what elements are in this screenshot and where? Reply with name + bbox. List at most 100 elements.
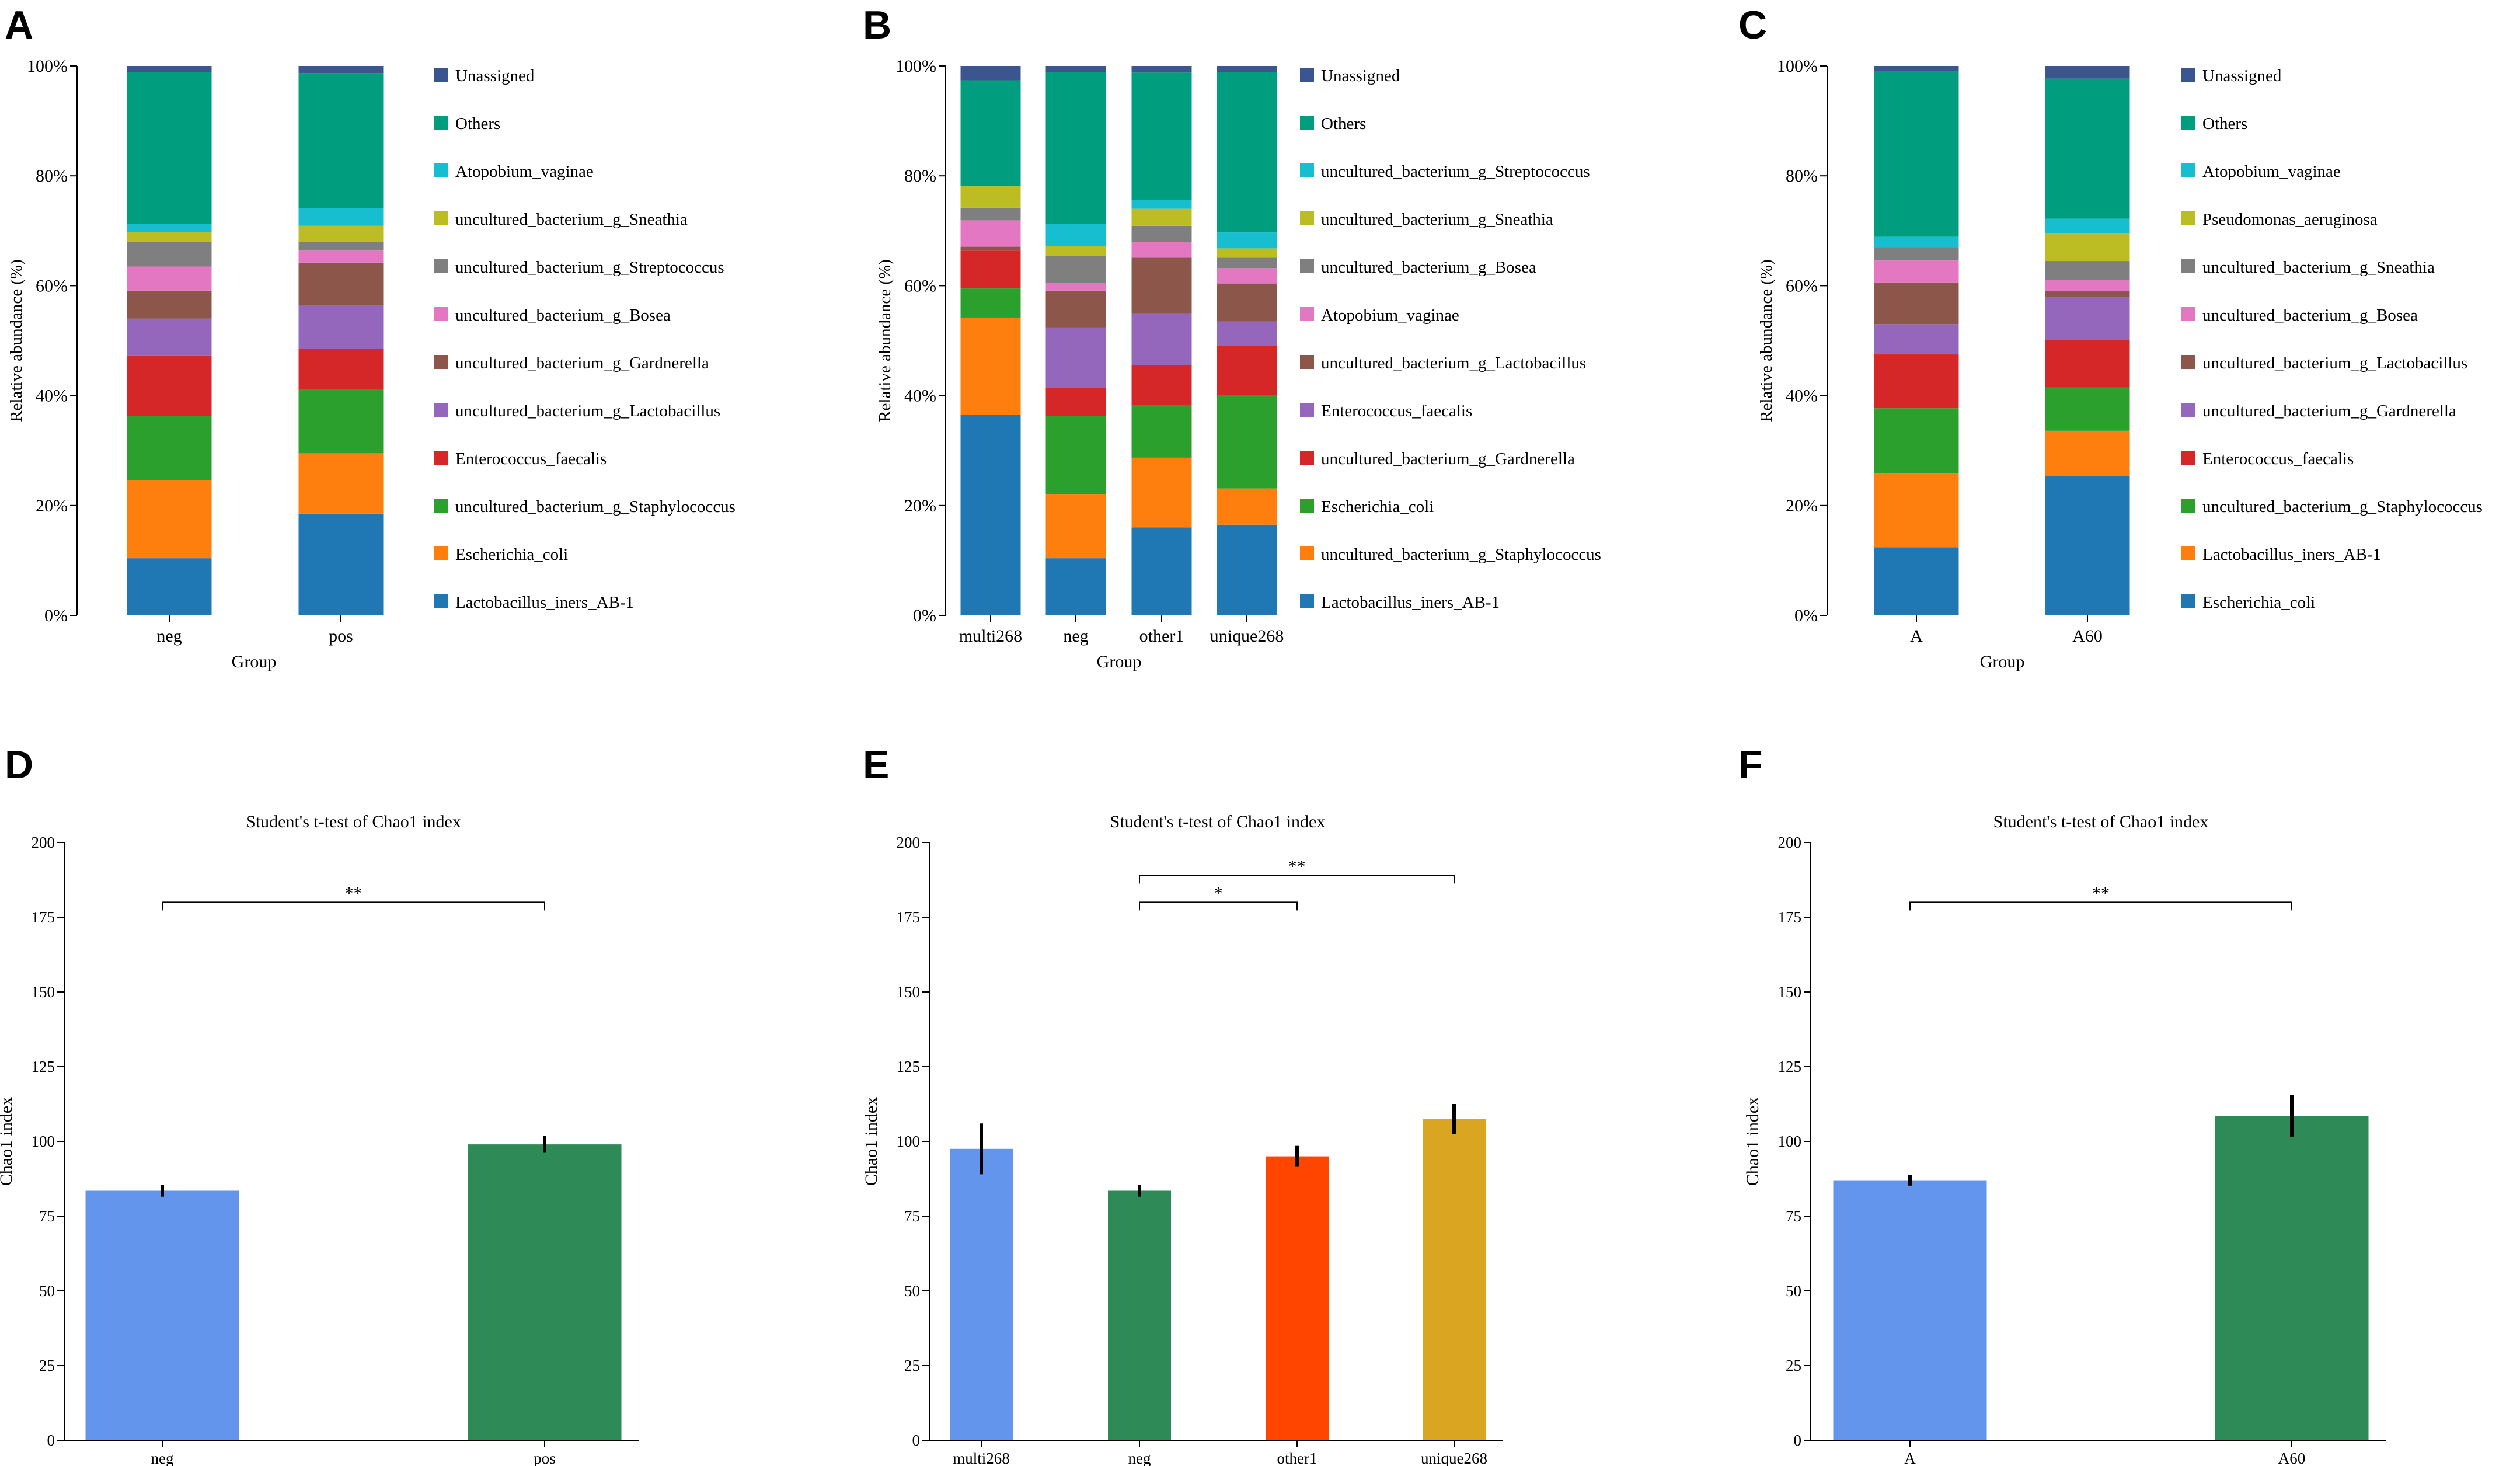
bar-segment: [1131, 208, 1192, 226]
bar-segment: [1217, 524, 1277, 615]
legend-swatch: [434, 307, 448, 321]
bar-segment: [1874, 260, 1959, 283]
significance-label: **: [1288, 856, 1306, 876]
svg-text:F: F: [1738, 743, 1763, 787]
legend-swatch: [1300, 451, 1314, 465]
legend-swatch: [434, 546, 448, 560]
x-tick-label: pos: [329, 626, 353, 646]
x-tick-label: pos: [534, 1450, 556, 1466]
legend-label: uncultured_bacterium_g_Gardnerella: [1321, 450, 1575, 468]
y-tick-label: 80%: [1786, 166, 1818, 186]
bar-segment: [2045, 78, 2130, 219]
legend-label: Atopobium_vaginae: [2202, 162, 2341, 181]
bar-segment: [1131, 313, 1192, 365]
bar-segment: [1045, 246, 1106, 256]
legend-swatch: [1300, 259, 1314, 273]
bar-segment: [2045, 430, 2130, 476]
y-axis-title: Chao1 index: [0, 1097, 16, 1186]
bar-segment: [1045, 416, 1106, 495]
bar-segment: [2045, 291, 2130, 297]
panel-E-letter: E: [863, 743, 889, 787]
y-tick-label: 0: [1794, 1432, 1802, 1449]
legend-swatch: [2181, 546, 2195, 560]
legend-label: Lactobacillus_iners_AB-1: [455, 593, 634, 612]
legend-swatch: [1300, 68, 1314, 82]
legend-label: uncultured_bacterium_g_Streptococcus: [455, 258, 724, 277]
bar-segment: [1045, 283, 1106, 291]
x-tick-label: multi268: [953, 1450, 1010, 1466]
bar-segment: [1217, 268, 1277, 284]
x-tick-label: neg: [1128, 1450, 1151, 1466]
bar-segment: [2045, 475, 2130, 615]
x-tick-label: multi268: [959, 626, 1022, 646]
bar-segment: [1045, 256, 1106, 283]
legend-swatch: [434, 211, 448, 225]
bar-segment: [1045, 224, 1106, 246]
panel-C-letter: C: [1738, 3, 1767, 47]
panel-F-letter: F: [1738, 743, 1763, 787]
y-tick-label: 20%: [36, 496, 68, 516]
legend-swatch: [2181, 211, 2195, 225]
legend-label: Unassigned: [455, 67, 535, 85]
legend-swatch: [1300, 163, 1314, 177]
bar-segment: [298, 305, 384, 349]
legend-swatch: [2181, 499, 2195, 513]
y-tick-label: 75: [1786, 1207, 1801, 1225]
bar-segment: [960, 80, 1021, 187]
bar-segment: [1131, 457, 1192, 528]
bar-segment: [1217, 395, 1277, 489]
bar-segment: [1131, 365, 1192, 405]
chart-title: Student's t-test of Chao1 index: [1993, 812, 2209, 831]
chart-title: Student's t-test of Chao1 index: [1110, 812, 1326, 831]
bar-segment: [2045, 387, 2130, 431]
y-tick-label: 60%: [904, 276, 936, 295]
y-tick-label: 175: [1778, 908, 1802, 926]
legend-label: uncultured_bacterium_g_Bosea: [455, 306, 671, 325]
legend-label: uncultured_bacterium_g_Streptococcus: [1321, 162, 1590, 181]
y-tick-label: 40%: [904, 386, 936, 406]
x-tick-label: neg: [1063, 626, 1088, 646]
y-tick-label: 50: [39, 1282, 55, 1300]
bar-segment: [1217, 321, 1277, 346]
significance-label: **: [345, 883, 363, 903]
y-tick-label: 40%: [36, 386, 68, 406]
bar: [2215, 1116, 2369, 1440]
bar-segment: [1217, 257, 1277, 269]
panel-D-chao1-chart: Student's t-test of Chao1 index 0 25 50 75 10…: [0, 812, 639, 1466]
bar-segment: [1217, 346, 1277, 395]
x-tick-label: A: [1904, 1450, 1916, 1466]
bar-segment: [2045, 340, 2130, 388]
bar-segment: [1874, 66, 1959, 72]
y-tick-label: 0: [47, 1432, 55, 1449]
bar-segment: [1874, 354, 1959, 409]
svg-text:B: B: [863, 3, 891, 47]
bar-segment: [2045, 218, 2130, 234]
y-tick-label: 150: [897, 983, 921, 1001]
y-tick-label: 50: [1786, 1282, 1801, 1300]
legend-label: Escherichia_coli: [1321, 497, 1434, 516]
legend-swatch: [434, 163, 448, 177]
x-axis-title: Group: [1097, 652, 1142, 671]
bar-segment: [298, 242, 384, 251]
legend-label: uncultured_bacterium_g_Sneathia: [2202, 258, 2435, 277]
bar-segment: [298, 225, 384, 242]
svg-text:C: C: [1738, 3, 1767, 47]
legend-label: Atopobium_vaginae: [1321, 306, 1459, 325]
legend-swatch: [2181, 307, 2195, 321]
legend-label: uncultured_bacterium_g_Lactobacillus: [2202, 354, 2467, 372]
bar-segment: [2045, 280, 2130, 291]
bar-segment: [960, 186, 1021, 208]
panel-F-chao1-chart: Student's t-test of Chao1 index 0 25 50 75 10…: [1743, 812, 2386, 1466]
legend-label: Unassigned: [1321, 67, 1400, 85]
bar-segment: [1217, 232, 1277, 249]
y-tick-label: 100: [32, 1133, 55, 1150]
y-tick-label: 75: [39, 1207, 55, 1225]
legend-label: uncultured_bacterium_g_Sneathia: [455, 210, 688, 229]
significance-bracket: [1909, 901, 2292, 911]
legend-swatch: [2181, 259, 2195, 273]
legend-swatch: [1300, 355, 1314, 369]
bar-segment: [298, 250, 384, 263]
x-tick-label: unique268: [1421, 1450, 1487, 1466]
legend-label: uncultured_bacterium_g_Staphylococcus: [455, 497, 736, 516]
